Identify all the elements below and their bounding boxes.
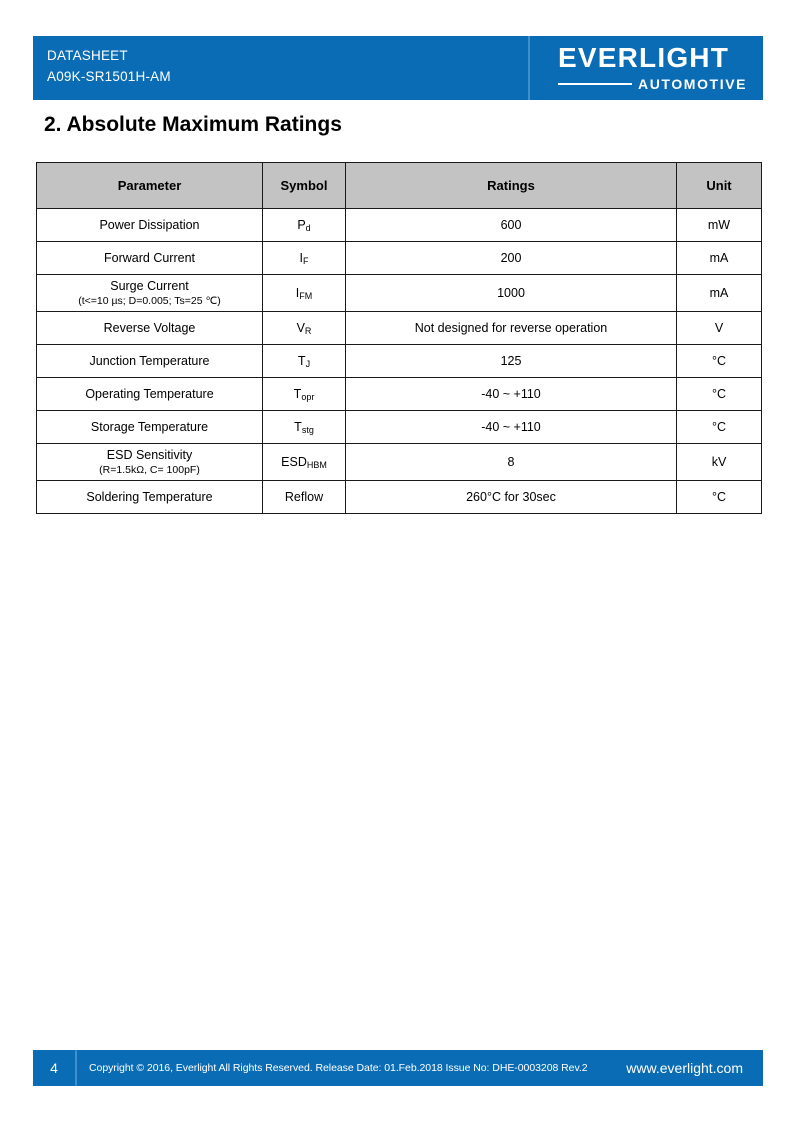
parameter-text: Storage Temperature	[90, 419, 209, 434]
cell-symbol: Topr	[262, 377, 346, 411]
cell-symbol: TJ	[262, 344, 346, 378]
cell-unit: °C	[676, 344, 762, 378]
table-header-row: Parameter Symbol Ratings Unit	[36, 162, 762, 209]
cell-parameter: Power Dissipation	[36, 208, 263, 242]
header-logo: EVERLIGHT AUTOMOTIVE	[530, 36, 763, 100]
page-number: 4	[33, 1050, 77, 1086]
parameter-note: (R=1.5kΩ, C= 100pF)	[99, 463, 200, 476]
parameter-text: Soldering Temperature	[86, 489, 213, 504]
cell-parameter: Junction Temperature	[36, 344, 263, 378]
symbol-text: T	[297, 354, 306, 368]
cell-rating: Not designed for reverse operation	[345, 311, 677, 345]
parameter-text: Reverse Voltage	[103, 320, 196, 335]
symbol-text: T	[294, 420, 302, 434]
table-row: Reverse Voltage VR Not designed for reve…	[36, 311, 762, 345]
parameter-text: Surge Current	[110, 278, 189, 293]
cell-unit: °C	[676, 377, 762, 411]
section-number: 2.	[44, 113, 62, 136]
parameter-text: ESD Sensitivity	[106, 447, 193, 462]
footer-website-link[interactable]: www.everlight.com	[626, 1060, 743, 1076]
cell-symbol: IFM	[262, 274, 346, 312]
header-doc-info: DATASHEET A09K-SR1501H-AM	[33, 36, 530, 100]
parameter-text: Junction Temperature	[89, 353, 210, 368]
cell-symbol: VR	[262, 311, 346, 345]
automotive-logo-line: AUTOMOTIVE	[558, 76, 758, 92]
header-part-number: A09K-SR1501H-AM	[47, 69, 171, 84]
symbol-text: V	[296, 321, 305, 335]
column-header-ratings: Ratings	[345, 162, 677, 209]
cell-rating: 200	[345, 241, 677, 275]
table-body: Power Dissipation Pd 600 mW Forward Curr…	[36, 208, 762, 514]
cell-rating: -40 ~ +110	[345, 377, 677, 411]
cell-parameter: Operating Temperature	[36, 377, 263, 411]
symbol-subscript: J	[305, 359, 311, 370]
cell-unit: kV	[676, 443, 762, 481]
logo-divider-rule	[558, 83, 632, 85]
cell-parameter: Forward Current	[36, 241, 263, 275]
footer-copyright: Copyright © 2016, Everlight All Rights R…	[89, 1062, 588, 1074]
cell-rating: 125	[345, 344, 677, 378]
cell-unit: mA	[676, 274, 762, 312]
cell-parameter: Reverse Voltage	[36, 311, 263, 345]
cell-unit: °C	[676, 480, 762, 514]
cell-unit: °C	[676, 410, 762, 444]
cell-symbol: ESDHBM	[262, 443, 346, 481]
table-row: Power Dissipation Pd 600 mW	[36, 208, 762, 242]
table-row: Storage Temperature Tstg -40 ~ +110 °C	[36, 410, 762, 444]
parameter-text: Operating Temperature	[85, 386, 214, 401]
page-footer: 4 Copyright © 2016, Everlight All Rights…	[33, 1050, 763, 1086]
symbol-text: I	[295, 286, 300, 300]
symbol-subscript: stg	[301, 425, 314, 436]
symbol-text: P	[297, 218, 306, 232]
column-header-symbol: Symbol	[262, 162, 346, 209]
section-heading: Absolute Maximum Ratings	[66, 113, 342, 136]
table-row: Soldering Temperature Reflow 260°C for 3…	[36, 480, 762, 514]
symbol-subscript: HBM	[306, 460, 327, 471]
cell-unit: V	[676, 311, 762, 345]
symbol-text: ESD	[281, 455, 307, 469]
symbol-subscript: FM	[299, 291, 313, 302]
symbol-subscript: R	[304, 326, 312, 337]
header-doc-type: DATASHEET	[47, 48, 128, 63]
parameter-text: Power Dissipation	[99, 217, 200, 232]
cell-symbol: Reflow	[262, 480, 346, 514]
cell-unit: mA	[676, 241, 762, 275]
parameter-text: Forward Current	[104, 250, 195, 265]
symbol-text: Reflow	[284, 490, 324, 504]
cell-symbol: IF	[262, 241, 346, 275]
cell-symbol: Pd	[262, 208, 346, 242]
parameter-note: (t<=10 µs; D=0.005; Ts=25 ℃)	[78, 294, 221, 307]
table-row: Forward Current IF 200 mA	[36, 241, 762, 275]
cell-unit: mW	[676, 208, 762, 242]
symbol-subscript: F	[302, 256, 309, 267]
table-row: ESD Sensitivity (R=1.5kΩ, C= 100pF) ESDH…	[36, 443, 762, 481]
page-header: DATASHEET A09K-SR1501H-AM EVERLIGHT AUTO…	[33, 36, 763, 100]
absolute-maximum-ratings-table: Parameter Symbol Ratings Unit Power Diss…	[36, 162, 762, 514]
cell-symbol: Tstg	[262, 410, 346, 444]
cell-parameter: Soldering Temperature	[36, 480, 263, 514]
automotive-logo-text: AUTOMOTIVE	[638, 76, 748, 92]
symbol-subscript: d	[305, 223, 311, 234]
cell-rating: 600	[345, 208, 677, 242]
cell-rating: 260°C for 30sec	[345, 480, 677, 514]
cell-rating: -40 ~ +110	[345, 410, 677, 444]
symbol-text: T	[293, 387, 302, 401]
cell-rating: 1000	[345, 274, 677, 312]
cell-rating: 8	[345, 443, 677, 481]
column-header-unit: Unit	[676, 162, 762, 209]
table-row: Operating Temperature Topr -40 ~ +110 °C	[36, 377, 762, 411]
cell-parameter: Surge Current (t<=10 µs; D=0.005; Ts=25 …	[36, 274, 263, 312]
table-row: Surge Current (t<=10 µs; D=0.005; Ts=25 …	[36, 274, 762, 312]
symbol-subscript: opr	[301, 392, 315, 403]
cell-parameter: Storage Temperature	[36, 410, 263, 444]
table-row: Junction Temperature TJ 125 °C	[36, 344, 762, 378]
page-title: 2. Absolute Maximum Ratings	[44, 113, 342, 137]
symbol-text: I	[299, 251, 303, 265]
cell-parameter: ESD Sensitivity (R=1.5kΩ, C= 100pF)	[36, 443, 263, 481]
column-header-parameter: Parameter	[36, 162, 263, 209]
everlight-logo-text: EVERLIGHT	[558, 42, 730, 73]
